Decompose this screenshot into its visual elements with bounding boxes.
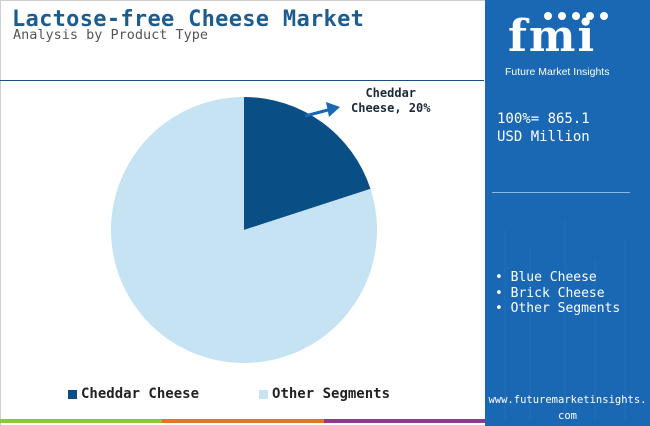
legend-item-cheddar: Cheddar Cheese bbox=[68, 386, 199, 402]
pie-slices bbox=[111, 97, 378, 363]
accent-bar-green bbox=[0, 419, 162, 423]
pie-slice-cheddar-cheese bbox=[244, 97, 371, 230]
legend-label-cheddar: Cheddar Cheese bbox=[81, 386, 200, 402]
cheddar-annotation: Cheddar Cheese, 20% bbox=[351, 86, 430, 116]
logo-caption: Future Market Insights bbox=[505, 66, 610, 78]
fmi-logo: fmi bbox=[508, 11, 597, 62]
total-unit: USD Million bbox=[497, 129, 590, 145]
accent-bar-orange bbox=[162, 419, 324, 423]
side-panel-texture bbox=[504, 220, 626, 420]
segment-item: • Other Segments bbox=[495, 301, 621, 316]
total-value: 100%= 865.1 bbox=[497, 111, 590, 127]
legend-swatch-other bbox=[259, 389, 269, 399]
legend-label-other: Other Segments bbox=[272, 386, 391, 402]
market-total: 100%= 865.1 USD Million bbox=[497, 110, 590, 146]
chart-title: Lactose-free Cheese Market bbox=[12, 7, 365, 32]
side-panel bbox=[485, 0, 650, 426]
chart-legend: Cheddar Cheese Other Segments bbox=[68, 386, 450, 402]
accent-bar-purple bbox=[324, 419, 485, 423]
website-link[interactable]: www.futuremarketinsights.com bbox=[488, 394, 647, 422]
chart-subtitle: Analysis by Product Type bbox=[13, 27, 209, 43]
annotation-arrow bbox=[304, 102, 340, 118]
annotation-line-1: Cheddar bbox=[365, 86, 417, 100]
segment-item: • Blue Cheese bbox=[495, 270, 597, 285]
side-divider bbox=[492, 192, 630, 193]
header-divider bbox=[0, 80, 484, 81]
legend-item-other: Other Segments bbox=[259, 386, 390, 402]
segment-item: • Brick Cheese bbox=[495, 285, 605, 301]
annotation-line-2: Cheese, 20% bbox=[351, 101, 431, 115]
logo-icons bbox=[544, 12, 608, 20]
pie-chart bbox=[111, 97, 378, 363]
pie-slice-other-segments bbox=[111, 97, 378, 363]
legend-swatch-cheddar bbox=[68, 389, 77, 399]
other-segments-list: • Blue Cheese • Brick Cheese • Other Seg… bbox=[495, 270, 620, 317]
